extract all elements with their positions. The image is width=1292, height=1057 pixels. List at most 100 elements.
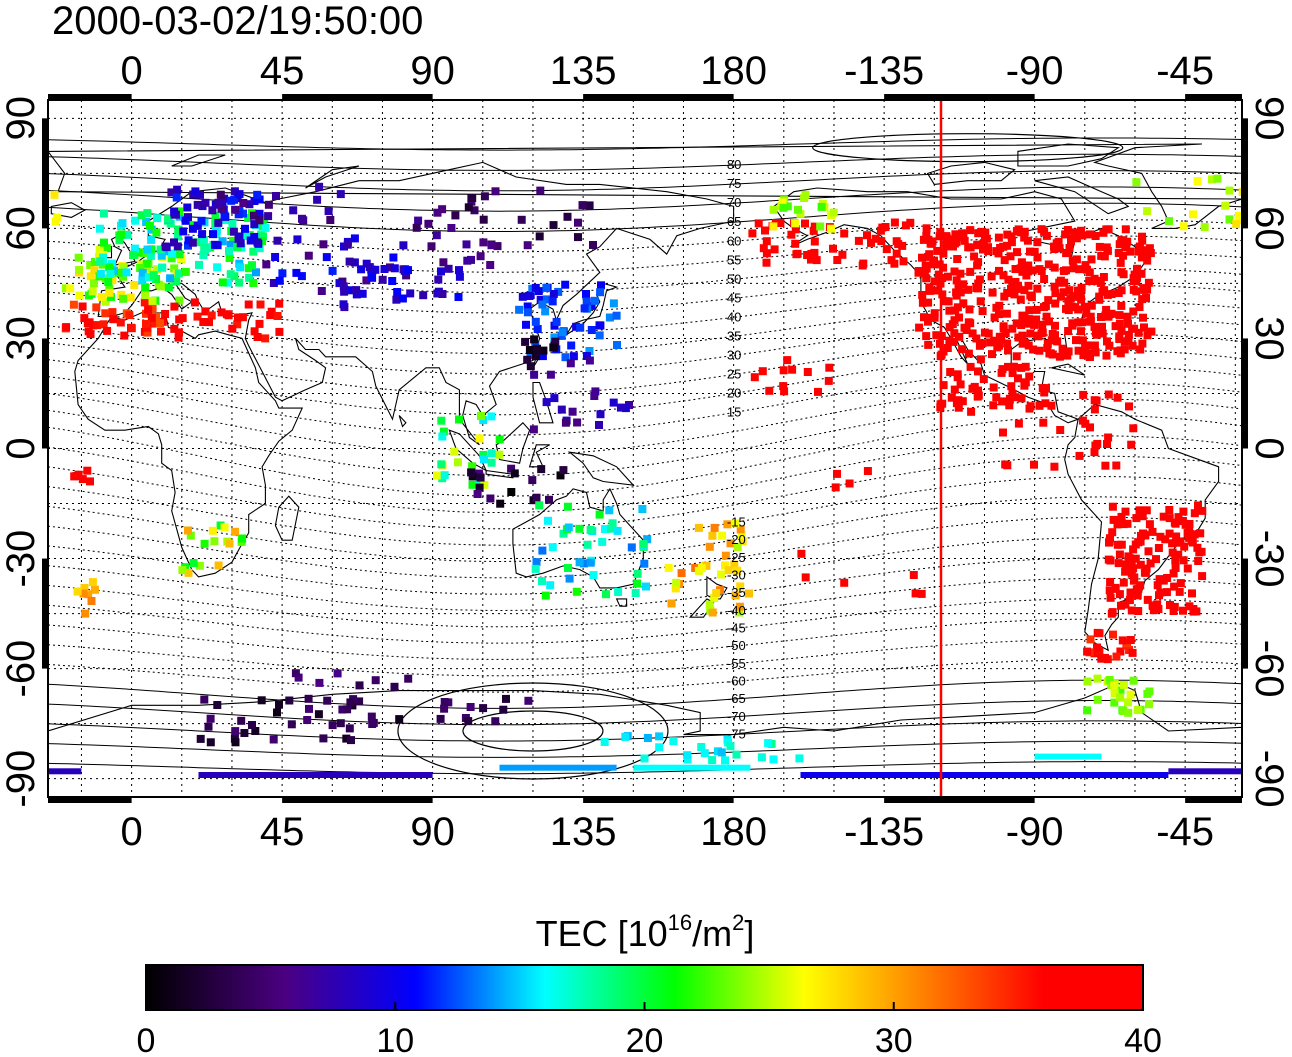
- tec-cell: [1007, 382, 1016, 391]
- tec-cell: [810, 248, 819, 257]
- tec-cell: [791, 225, 800, 234]
- tec-cell: [1175, 538, 1184, 547]
- tec-cell: [371, 676, 380, 685]
- tec-cell: [1117, 512, 1126, 521]
- tec-cell: [710, 594, 719, 602]
- tec-cell: [959, 229, 968, 238]
- tec-cell: [200, 539, 209, 548]
- tec-cell: [402, 271, 411, 280]
- tec-cell: [557, 405, 566, 414]
- tec-cell: [1026, 329, 1035, 338]
- tec-cell: [175, 250, 184, 259]
- tec-cell: [966, 226, 975, 235]
- tec-cell: [933, 286, 941, 295]
- tec-cell: [476, 473, 485, 482]
- tec-cell: [231, 527, 240, 536]
- tec-cell: [216, 190, 225, 199]
- tec-cell: [945, 306, 954, 315]
- tec-cell: [106, 292, 115, 301]
- tec-cell: [213, 241, 222, 250]
- tec-cell: [206, 738, 215, 747]
- tec-cell: [86, 261, 95, 269]
- tec-cell: [1140, 323, 1148, 332]
- tec-cell: [1136, 345, 1145, 354]
- tec-cell: [475, 483, 484, 492]
- tec-cell: [523, 308, 532, 317]
- tec-cell: [1180, 542, 1189, 551]
- tec-cell: [1030, 460, 1038, 469]
- tec-cell: [1051, 299, 1060, 308]
- tec-cell: [352, 290, 361, 299]
- tec-cell: [1234, 216, 1242, 224]
- tec-cell: [230, 187, 239, 196]
- tec-cell: [1166, 601, 1174, 609]
- tec-cell: [613, 526, 622, 535]
- tec-cell: [1142, 564, 1151, 573]
- tec-cell: [468, 480, 477, 489]
- tec-cell: [93, 321, 102, 330]
- tec-cell: [1025, 316, 1034, 325]
- frame-bar-right: [1242, 118, 1248, 229]
- tec-cell: [1104, 390, 1113, 399]
- tec-cell: [118, 219, 127, 228]
- tec-cell: [928, 237, 937, 246]
- tec-cell: [95, 224, 104, 233]
- tec-cell: [535, 501, 544, 510]
- tec-cell: [315, 678, 324, 687]
- tec-cell: [990, 313, 999, 322]
- tec-cell: [601, 525, 609, 534]
- tec-cell: [1117, 326, 1126, 335]
- tec-cell: [145, 221, 154, 230]
- tec-cell: [1174, 513, 1183, 522]
- tec-cell: [1139, 313, 1147, 322]
- coastline: [565, 282, 619, 336]
- tec-cell: [1188, 589, 1196, 598]
- tec-cell: [890, 218, 899, 227]
- tec-cell: [607, 524, 615, 533]
- tec-cell: [1068, 321, 1077, 330]
- tec-cell: [1121, 567, 1130, 576]
- contour-label: -35: [727, 585, 746, 600]
- tec-cell: [437, 267, 445, 276]
- tec-cell: [537, 465, 546, 474]
- tec-cell: [1134, 607, 1143, 615]
- tec-cell: [226, 240, 235, 249]
- contour-label: 65: [727, 214, 741, 229]
- tec-cell: [1008, 390, 1017, 398]
- tec-cell: [201, 307, 210, 316]
- tec-cell: [538, 352, 547, 361]
- tec-cell: [825, 363, 834, 372]
- tec-cell: [1005, 394, 1014, 403]
- tec-cell: [1083, 677, 1092, 686]
- tec-cell: [1112, 461, 1121, 470]
- tec-cell: [1056, 292, 1065, 301]
- tec-cell: [761, 226, 769, 235]
- tec-cell: [208, 526, 217, 535]
- tec-cell: [1011, 265, 1020, 273]
- tec-cell: [479, 450, 488, 459]
- tec-cell: [575, 558, 584, 567]
- tec-cell: [346, 698, 355, 707]
- tec-cell: [899, 257, 908, 266]
- tec-cell: [193, 221, 202, 230]
- tec-cell: [378, 275, 387, 284]
- tec-cell: [1115, 311, 1124, 320]
- tec-cell: [1159, 576, 1168, 585]
- tec-cell: [275, 299, 284, 308]
- tec-cell: [1113, 393, 1122, 402]
- tec-cell: [1021, 338, 1030, 347]
- tec-cell: [1198, 506, 1207, 515]
- tec-cell: [551, 337, 560, 346]
- tec-cell: [1195, 548, 1204, 557]
- tec-cell: [1040, 388, 1049, 397]
- tec-cell: [1079, 351, 1088, 360]
- coastline: [615, 598, 628, 607]
- tec-cell: [1104, 555, 1113, 564]
- tec-cell: [974, 258, 983, 267]
- tec-cell: [1008, 324, 1017, 333]
- tec-cell: [1069, 264, 1078, 273]
- frame-bar-bottom: [282, 797, 433, 803]
- tec-cell: [1039, 418, 1048, 427]
- tec-cell: [1102, 351, 1111, 360]
- tec-cell: [887, 256, 896, 265]
